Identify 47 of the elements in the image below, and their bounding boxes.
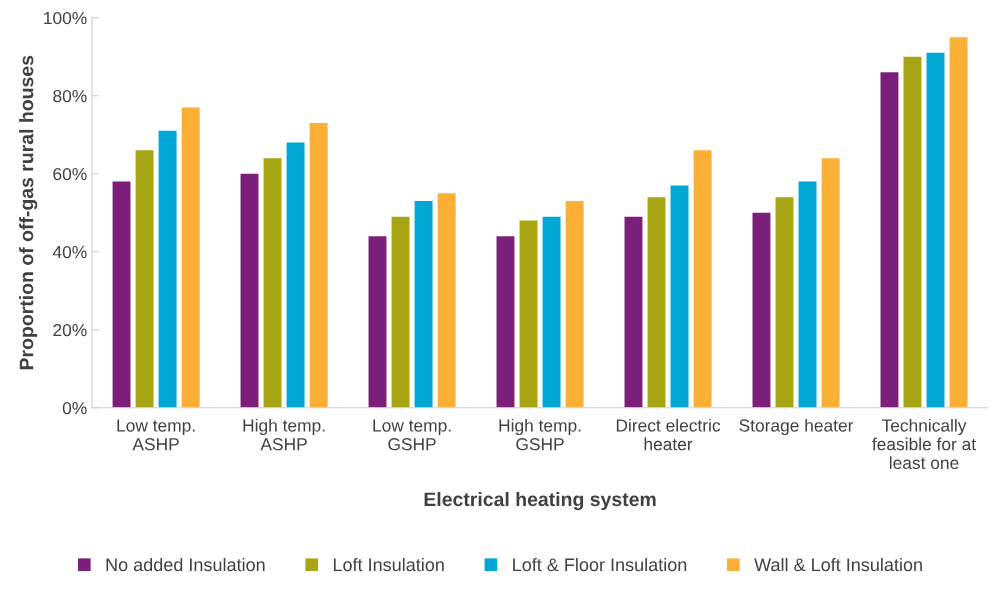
bar — [158, 130, 177, 408]
bar — [752, 212, 771, 408]
x-tick-label: Low temp. ASHP — [117, 419, 195, 451]
y-axis-title: Proportion of off-gas rural houses — [19, 55, 38, 370]
bar — [368, 236, 387, 408]
bar — [542, 216, 561, 408]
bar — [880, 72, 899, 408]
bar — [309, 123, 328, 408]
bar — [775, 197, 794, 408]
bar — [496, 236, 515, 408]
y-tick-label: 100% — [44, 11, 87, 25]
bar — [286, 142, 305, 408]
legend-label: Wall & Loft Insulation — [754, 557, 922, 572]
bar — [414, 201, 433, 408]
bar — [391, 216, 410, 408]
y-tick-label: 40% — [52, 245, 87, 259]
legend-label: Loft Insulation — [333, 557, 444, 572]
y-tick-label: 80% — [53, 89, 87, 103]
legend-label: Loft & Floor Insulation — [513, 557, 687, 572]
bar — [926, 52, 945, 408]
y-tick-label: 60% — [53, 167, 87, 181]
bar — [670, 185, 689, 408]
bar — [949, 37, 968, 408]
bar — [565, 201, 584, 408]
y-tick-label: 20% — [53, 323, 87, 337]
bar — [135, 150, 154, 408]
x-tick-label: Low temp. GSHP — [373, 419, 451, 451]
legend-label: No added Insulation — [106, 557, 265, 572]
x-tick-label: Technically feasible for at least one — [872, 418, 976, 470]
bar — [798, 181, 817, 408]
x-tick-label: Storage heater — [739, 418, 854, 436]
x-tick-label: High temp. GSHP — [499, 418, 581, 451]
bar — [821, 158, 840, 408]
bar — [624, 216, 643, 408]
bar — [903, 56, 922, 408]
bar — [263, 158, 282, 408]
bar — [647, 197, 666, 408]
y-tick-label: 0% — [62, 401, 87, 415]
bar — [240, 173, 259, 408]
bar — [693, 150, 712, 408]
x-tick-label: Direct electric heater — [616, 418, 721, 451]
bar — [112, 181, 131, 408]
bar — [437, 193, 456, 408]
x-tick-label: High temp. ASHP — [243, 418, 325, 451]
bar — [181, 107, 200, 408]
x-axis-title: Electrical heating system — [424, 491, 656, 511]
bar — [519, 220, 538, 408]
